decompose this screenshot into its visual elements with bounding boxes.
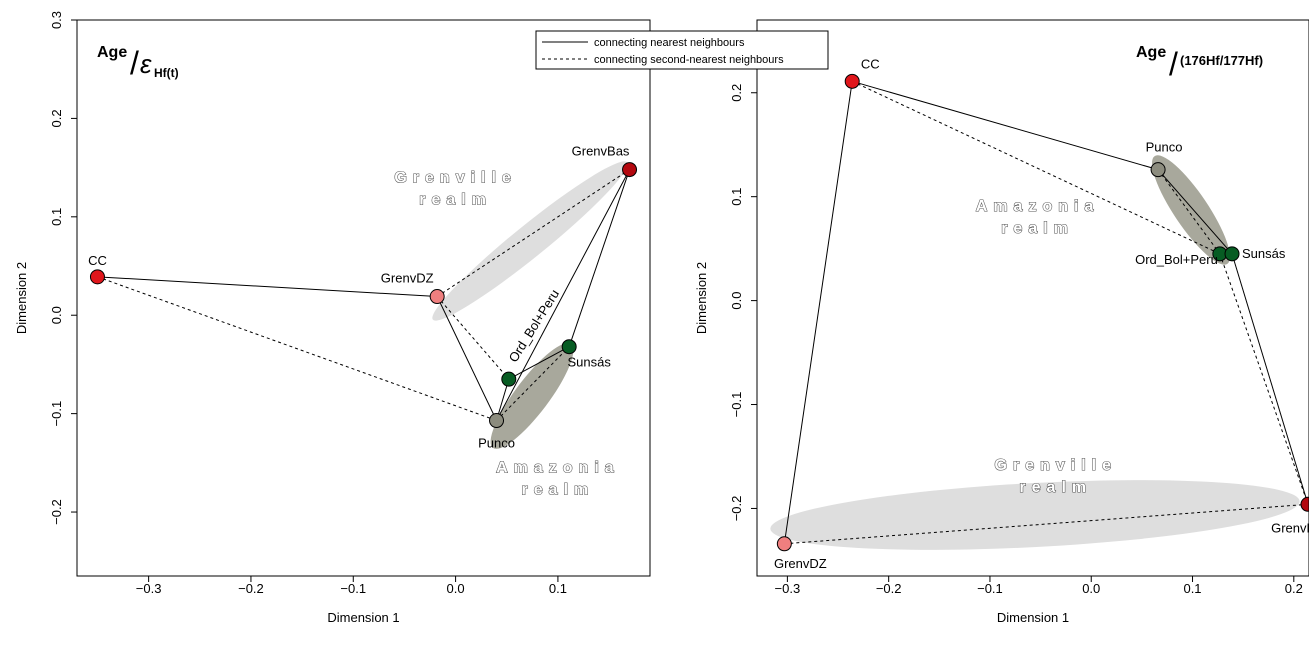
point-label: GrenvBas: [572, 144, 630, 159]
title-sub: Hf(t): [154, 66, 179, 80]
x-tick-label: −0.2: [238, 581, 264, 596]
x-axis-title: Dimension 1: [997, 610, 1069, 625]
y-tick-label: 0.0: [729, 292, 744, 310]
x-axis-title: Dimension 1: [327, 610, 399, 625]
title-slash: /: [130, 45, 139, 81]
point-label: CC: [88, 253, 107, 268]
x-tick-label: 0.1: [1183, 581, 1201, 596]
plot-area: Grenville realm Amazonia realm CC GrenvDZ Gren…: [88, 144, 638, 499]
realm-label: Amazonia: [976, 198, 1100, 215]
realm-label: realm: [1001, 220, 1074, 237]
panel-title: Age / (176Hf/177Hf): [1136, 44, 1263, 82]
point-ord-bol-peru: [501, 371, 517, 387]
second-nearest-link: [496, 346, 570, 421]
point-suns-s: [561, 339, 577, 355]
point-label: Ord_Bol+Peru: [1135, 252, 1218, 267]
nearest-link: [568, 169, 631, 347]
title-main: Age: [97, 44, 127, 61]
point-suns-s: [1224, 246, 1240, 262]
realm-label: realm: [1019, 479, 1092, 496]
point-label: GrenvDZ: [381, 271, 434, 286]
nearest-link: [783, 81, 853, 544]
legend-box: [535, 30, 829, 70]
y-axis-title: Dimension 2: [694, 262, 709, 334]
point-grenvbas: [1300, 496, 1309, 512]
nearest-link: [97, 276, 438, 298]
point-label: Sunsás: [567, 355, 611, 370]
y-tick-label: 0.2: [729, 84, 744, 102]
y-tick-label: −0.2: [729, 496, 744, 522]
point-grenvdz: [429, 289, 445, 305]
nearest-link: [508, 346, 570, 380]
point-punco: [489, 413, 505, 429]
y-tick-label: 0.1: [49, 208, 64, 226]
second-nearest-link: [1219, 253, 1309, 505]
nearest-link: [852, 80, 1159, 171]
point-punco: [1150, 162, 1166, 178]
y-tick-label: 0.2: [49, 109, 64, 127]
x-tick-label: −0.3: [775, 581, 801, 596]
point-grenvdz: [776, 536, 792, 552]
x-tick-label: 0.1: [549, 581, 567, 596]
point-label: Punco: [478, 436, 515, 451]
second-nearest-link: [436, 169, 630, 297]
y-tick-label: −0.1: [729, 392, 744, 418]
title-main: Age: [1136, 44, 1166, 61]
nearest-link: [436, 296, 497, 421]
legend-item-nearest: connecting nearest neighbours: [594, 37, 745, 49]
realm-ellipse: [770, 480, 1300, 550]
point-label: GrenvDZ: [774, 556, 827, 571]
title-epsilon: ε: [140, 49, 152, 79]
plot-area: Amazonia realm Grenville realm CC Punco Ord_Bo…: [770, 56, 1309, 571]
y-tick-label: 0.3: [49, 11, 64, 29]
x-tick-label: 0.0: [1082, 581, 1100, 596]
realm-label: Amazonia: [496, 460, 620, 477]
point-grenvbas: [622, 162, 638, 178]
realm-label: Grenville: [995, 457, 1117, 474]
y-tick-label: −0.2: [49, 499, 64, 525]
second-nearest-link: [851, 80, 1221, 255]
realm-label: Grenville: [394, 169, 516, 186]
second-nearest-link: [436, 296, 510, 380]
point-label: Sunsás: [1242, 246, 1286, 261]
legend: connecting nearest neighbours connecting…: [535, 30, 829, 70]
y-tick-label: −0.1: [49, 401, 64, 427]
x-tick-label: 0.0: [447, 581, 465, 596]
realm-label: realm: [522, 482, 595, 499]
point-label: GrenvBas: [1271, 520, 1309, 535]
right-scatter-plot: Amazonia realm Grenville realm CC Punco Ord_Bo…: [694, 19, 1309, 625]
point-label: Punco: [1146, 140, 1183, 155]
point-cc: [89, 269, 105, 285]
nearest-link: [496, 169, 630, 421]
x-tick-label: −0.1: [977, 581, 1003, 596]
title-slash: /: [1169, 46, 1178, 82]
plot-frame: [76, 19, 651, 577]
y-axis-title: Dimension 2: [14, 262, 29, 334]
realm-ellipse: [1152, 155, 1230, 265]
realm-ellipse: [432, 161, 628, 321]
second-nearest-link: [97, 276, 497, 421]
x-tick-label: −0.1: [340, 581, 366, 596]
panel-title: Age / ε Hf(t): [97, 44, 179, 81]
point-cc: [844, 73, 860, 89]
realm-label: realm: [419, 191, 492, 208]
nearest-link: [1157, 169, 1233, 255]
legend-item-second-nearest: connecting second-nearest neighbours: [594, 54, 784, 66]
nearest-link: [1231, 253, 1309, 505]
x-tick-label: −0.3: [136, 581, 162, 596]
plot-frame: [756, 19, 1309, 577]
y-tick-label: 0.0: [49, 306, 64, 324]
left-scatter-plot: Grenville realm Amazonia realm CC GrenvDZ Gren…: [14, 11, 651, 625]
y-tick-label: 0.1: [729, 188, 744, 206]
point-label: CC: [861, 56, 880, 71]
x-tick-label: 0.2: [1285, 581, 1303, 596]
title-sub: (176Hf/177Hf): [1180, 53, 1263, 68]
realm-ellipse: [490, 343, 574, 449]
x-tick-label: −0.2: [876, 581, 902, 596]
